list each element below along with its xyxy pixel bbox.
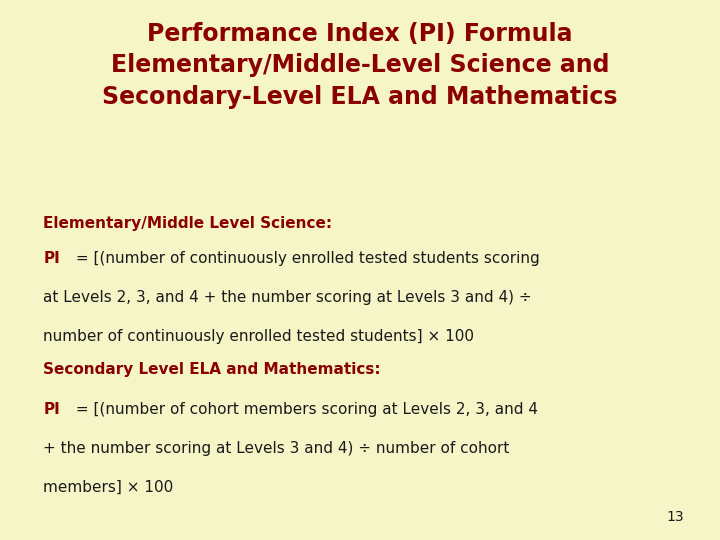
Text: Elementary/Middle Level Science:: Elementary/Middle Level Science: bbox=[43, 216, 333, 231]
Text: = [(number of continuously enrolled tested students scoring: = [(number of continuously enrolled test… bbox=[71, 251, 539, 266]
Text: members] × 100: members] × 100 bbox=[43, 480, 174, 495]
Text: number of continuously enrolled tested students] × 100: number of continuously enrolled tested s… bbox=[43, 329, 474, 344]
Text: + the number scoring at Levels 3 and 4) ÷ number of cohort: + the number scoring at Levels 3 and 4) … bbox=[43, 441, 510, 456]
Text: Secondary Level ELA and Mathematics:: Secondary Level ELA and Mathematics: bbox=[43, 362, 381, 377]
Text: = [(number of cohort members scoring at Levels 2, 3, and 4: = [(number of cohort members scoring at … bbox=[71, 402, 538, 417]
Text: at Levels 2, 3, and 4 + the number scoring at Levels 3 and 4) ÷: at Levels 2, 3, and 4 + the number scori… bbox=[43, 290, 532, 305]
Text: Performance Index (PI) Formula
Elementary/Middle-Level Science and
Secondary-Lev: Performance Index (PI) Formula Elementar… bbox=[102, 22, 618, 109]
Text: PI: PI bbox=[43, 402, 60, 417]
Text: 13: 13 bbox=[667, 510, 684, 524]
Text: PI: PI bbox=[43, 251, 60, 266]
